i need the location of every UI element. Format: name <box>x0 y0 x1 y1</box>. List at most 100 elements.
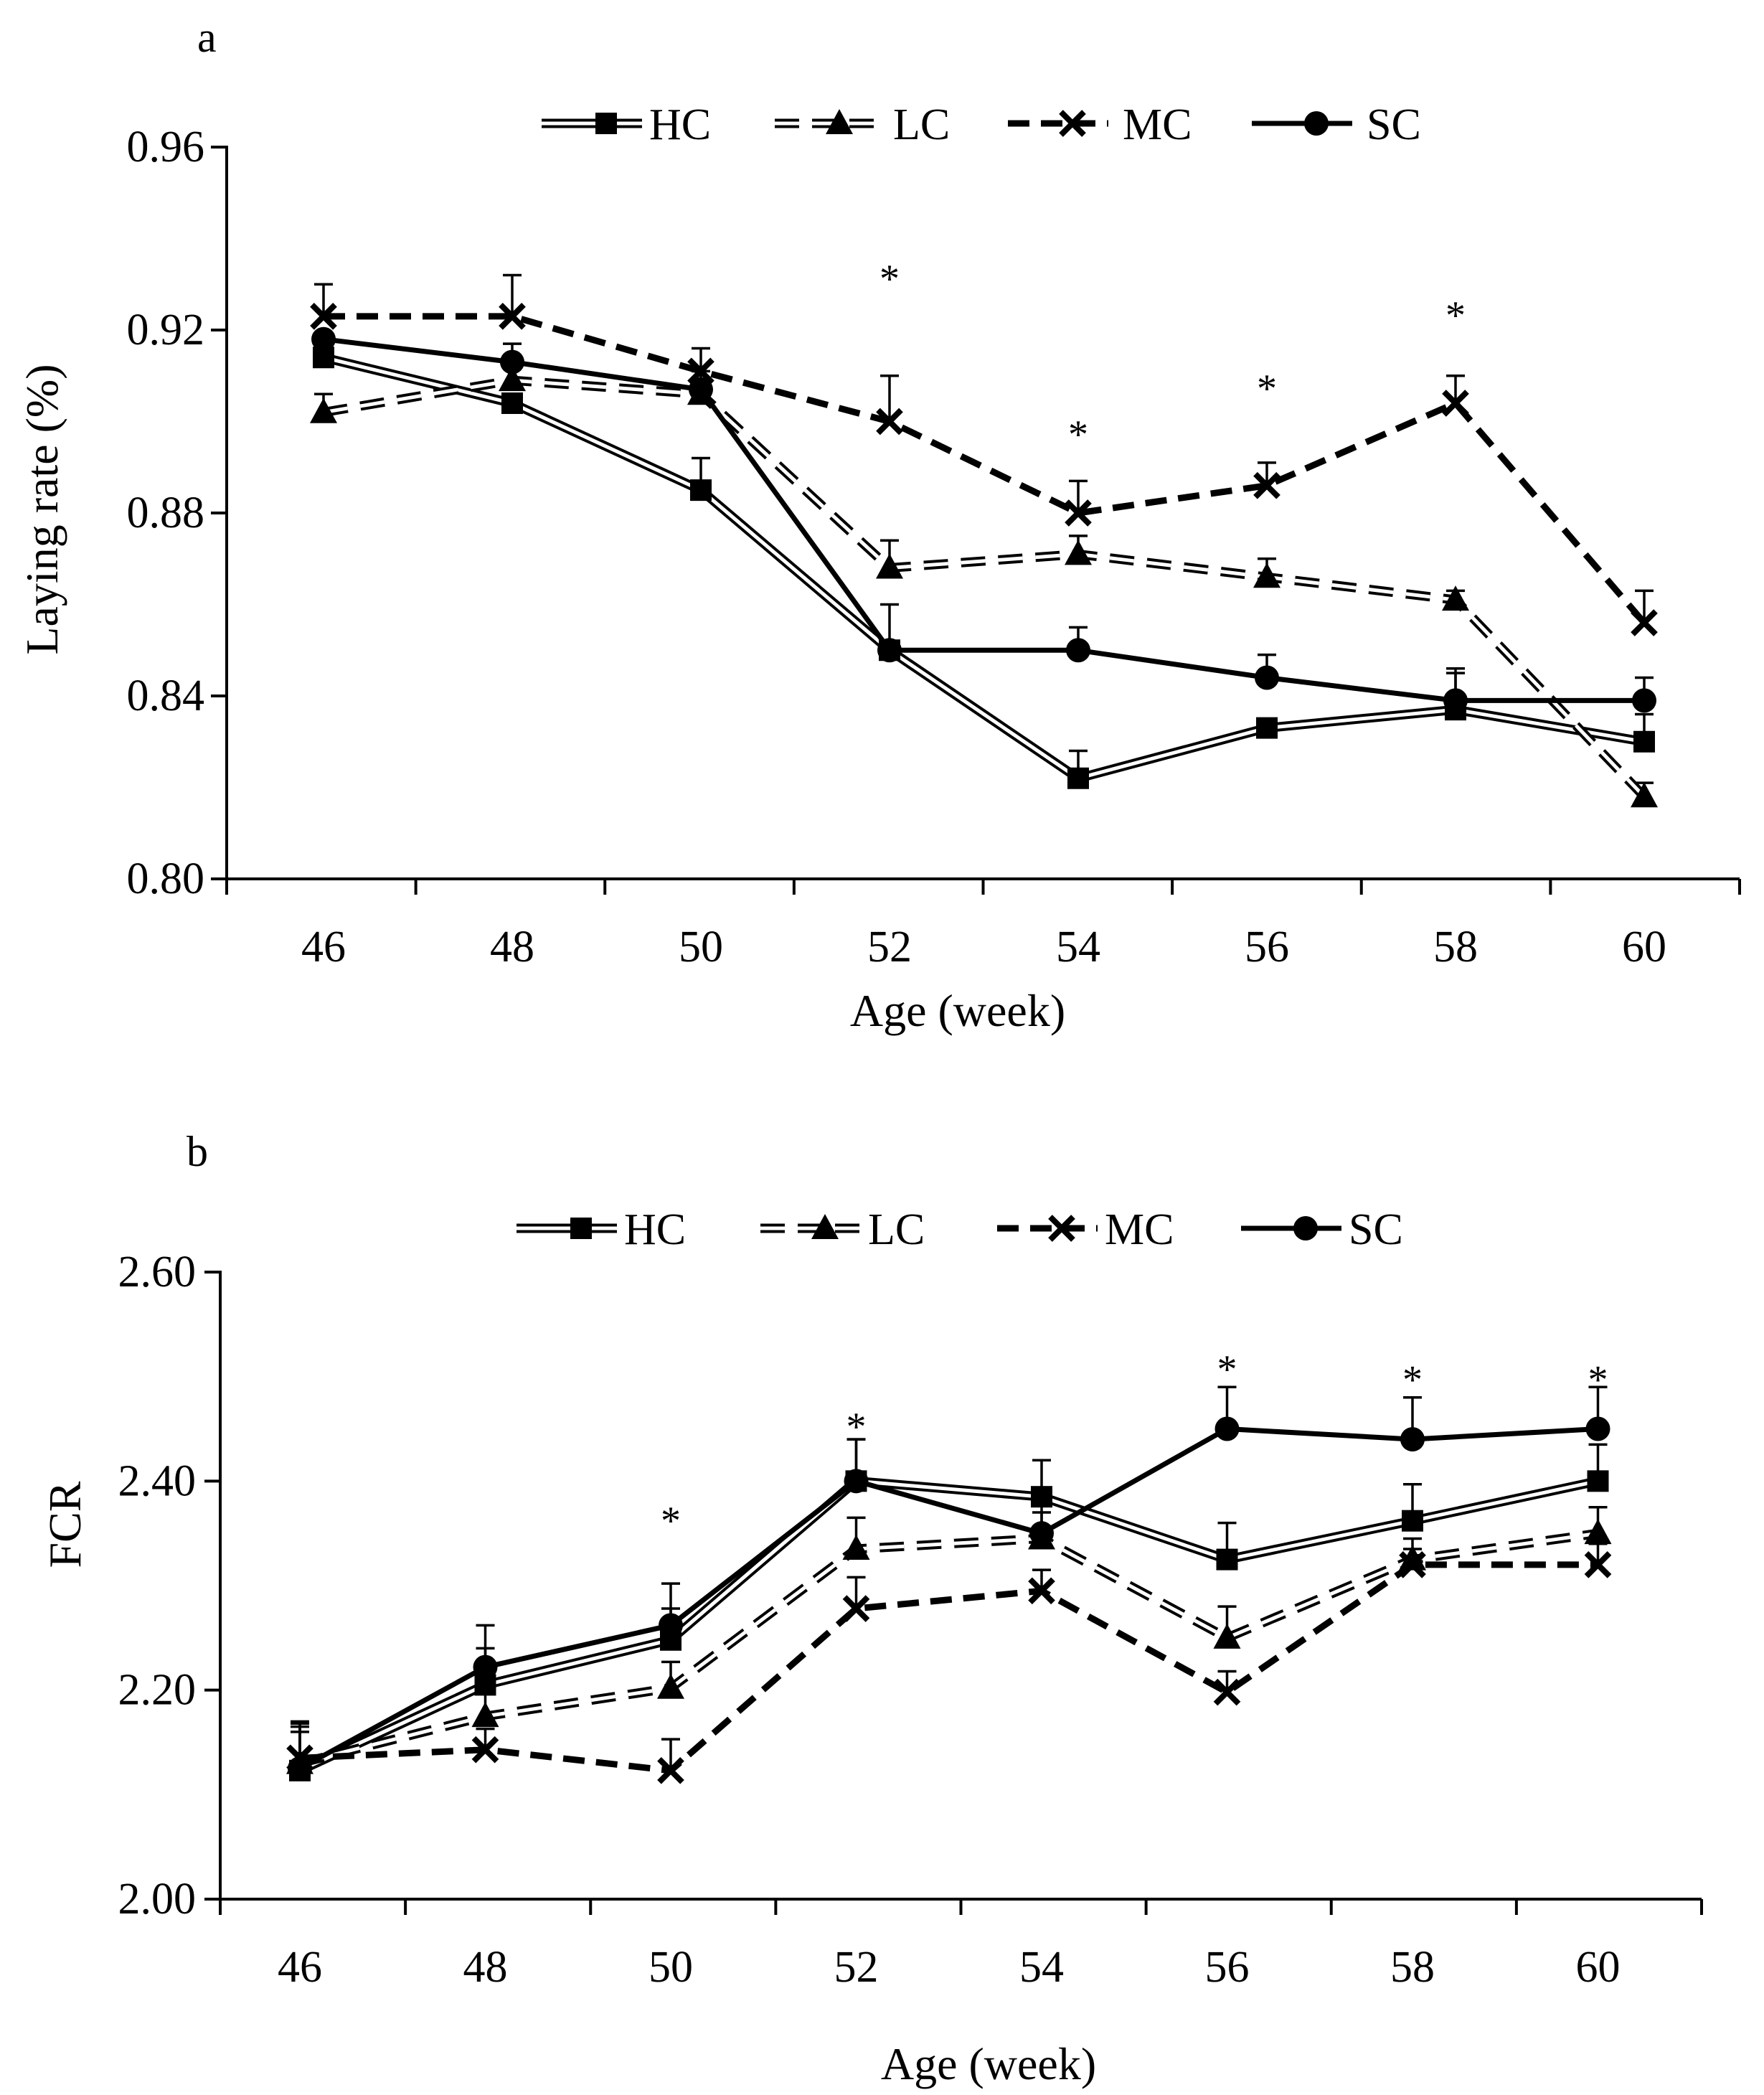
data-point-LC <box>1442 585 1469 611</box>
x-tick-label: 52 <box>834 1943 879 1992</box>
legend-marker-LC <box>811 1214 839 1239</box>
panel-b-series: * * * * * <box>286 1347 1612 1784</box>
x-tick-label: 50 <box>679 923 723 971</box>
panel-letter-b: b <box>187 1128 208 1175</box>
x-tick-label: 54 <box>1056 923 1100 971</box>
panel-letter-a: a <box>197 14 217 61</box>
data-point-MC <box>1028 1577 1055 1605</box>
data-point-LC <box>1584 1519 1612 1545</box>
significance-star: * <box>1257 367 1277 411</box>
data-point-LC <box>310 397 337 423</box>
panel-a-axes: 0.80 0.84 0.88 0.92 0.96 46 48 50 52 54 56 58 60 <box>127 123 1741 971</box>
y-tick-label: 2.00 <box>118 1875 197 1924</box>
y-tick-label: 2.20 <box>118 1666 197 1715</box>
panel-a-y-axis-title: Laying rate (%) <box>16 364 67 654</box>
data-point-MC <box>1253 471 1280 499</box>
x-tick-label: 48 <box>463 1943 508 1992</box>
series-line-HC <box>298 1476 1599 1775</box>
data-point-SC <box>500 349 524 375</box>
data-point-SC <box>877 638 902 663</box>
y-tick-label: 0.88 <box>127 489 205 537</box>
legend-marker-MC <box>1059 110 1086 137</box>
legend-marker-SC <box>1304 111 1329 136</box>
data-point-MC <box>1631 609 1658 636</box>
legend-item-SC: SC <box>1241 1205 1403 1254</box>
data-point-LC <box>1253 562 1280 588</box>
legend-label: LC <box>893 100 950 149</box>
data-point-MC <box>842 1595 870 1622</box>
significance-star: * <box>879 257 900 301</box>
data-point-LC <box>1213 1623 1241 1649</box>
panel-a-series: * * * * <box>310 257 1658 808</box>
legend-label: HC <box>624 1205 686 1254</box>
x-tick-label: 48 <box>490 923 534 971</box>
data-point-MC <box>876 408 903 436</box>
data-point-LC <box>471 1702 499 1728</box>
data-point-SC <box>689 377 713 402</box>
data-point-SC <box>1632 688 1656 713</box>
error-bars-LC <box>314 365 1654 797</box>
data-point-HC <box>501 392 523 414</box>
data-point-MC <box>471 1736 499 1764</box>
y-tick-label: 0.92 <box>127 306 205 354</box>
markers-MC <box>286 1551 1612 1784</box>
data-point-HC <box>1256 717 1278 739</box>
legend-item-MC: MC <box>997 1205 1174 1254</box>
series-line-LC <box>298 1528 1599 1768</box>
data-point-SC <box>1255 665 1279 690</box>
x-tick-label: 60 <box>1622 923 1666 971</box>
x-tick-label: 58 <box>1433 923 1478 971</box>
panel-b-axes: 2.00 2.20 2.40 2.60 46 48 50 52 54 56 58 60 <box>118 1248 1703 1992</box>
legend-label: MC <box>1105 1205 1174 1254</box>
legend-marker-HC <box>595 113 617 134</box>
series-line-MC <box>299 1561 1598 1774</box>
legend-label: SC <box>1367 100 1421 149</box>
x-tick-label: 60 <box>1576 1943 1621 1992</box>
data-point-HC <box>690 479 712 502</box>
x-tick-label: 54 <box>1019 1943 1064 1992</box>
data-point-HC <box>1402 1510 1423 1532</box>
y-tick-label: 0.80 <box>127 855 205 903</box>
panel-a-x-axis-title: Age (week) <box>850 985 1065 1036</box>
panel-b-legend: HC LC MC SC <box>517 1205 1403 1254</box>
data-point-LC <box>1065 540 1092 565</box>
data-point-MC <box>1584 1551 1612 1578</box>
data-point-SC <box>1443 688 1468 713</box>
data-point-SC <box>288 1756 312 1781</box>
data-point-MC <box>1399 1551 1426 1578</box>
data-point-SC <box>1029 1521 1054 1546</box>
legend-label: HC <box>649 100 711 149</box>
data-point-MC <box>499 303 526 330</box>
significance-star: * <box>846 1405 867 1449</box>
y-tick-label: 2.60 <box>118 1248 197 1296</box>
data-point-HC <box>1216 1548 1238 1571</box>
x-tick-label: 46 <box>301 923 346 971</box>
data-point-MC <box>310 303 337 330</box>
significance-star: * <box>1217 1347 1237 1392</box>
panel-b-x-axis-title: Age (week) <box>881 2038 1096 2089</box>
series-line-SC <box>323 336 1644 703</box>
y-tick-label: 0.96 <box>127 123 205 171</box>
data-point-SC <box>1066 638 1090 663</box>
legend-label: LC <box>868 1205 925 1254</box>
data-point-LC <box>1631 782 1658 808</box>
data-point-HC <box>1067 767 1089 789</box>
data-point-LC <box>657 1673 684 1699</box>
legend-item-LC: LC <box>775 100 950 149</box>
data-point-SC <box>1585 1416 1610 1441</box>
data-point-SC <box>311 326 336 352</box>
panel-a-legend: HC LC MC SC <box>542 100 1421 149</box>
series-line-SC <box>298 1426 1598 1771</box>
data-point-MC <box>1213 1678 1241 1706</box>
x-tick-label: 58 <box>1390 1943 1435 1992</box>
data-point-MC <box>1442 390 1469 417</box>
legend-marker-HC <box>570 1218 592 1239</box>
legend-marker-SC <box>1293 1216 1318 1240</box>
x-tick-label: 56 <box>1245 923 1289 971</box>
data-point-SC <box>659 1613 683 1638</box>
legend-item-HC: HC <box>542 100 711 149</box>
markers-LC <box>310 366 1658 808</box>
legend-item-MC: MC <box>1008 100 1192 149</box>
data-point-SC <box>473 1654 498 1680</box>
